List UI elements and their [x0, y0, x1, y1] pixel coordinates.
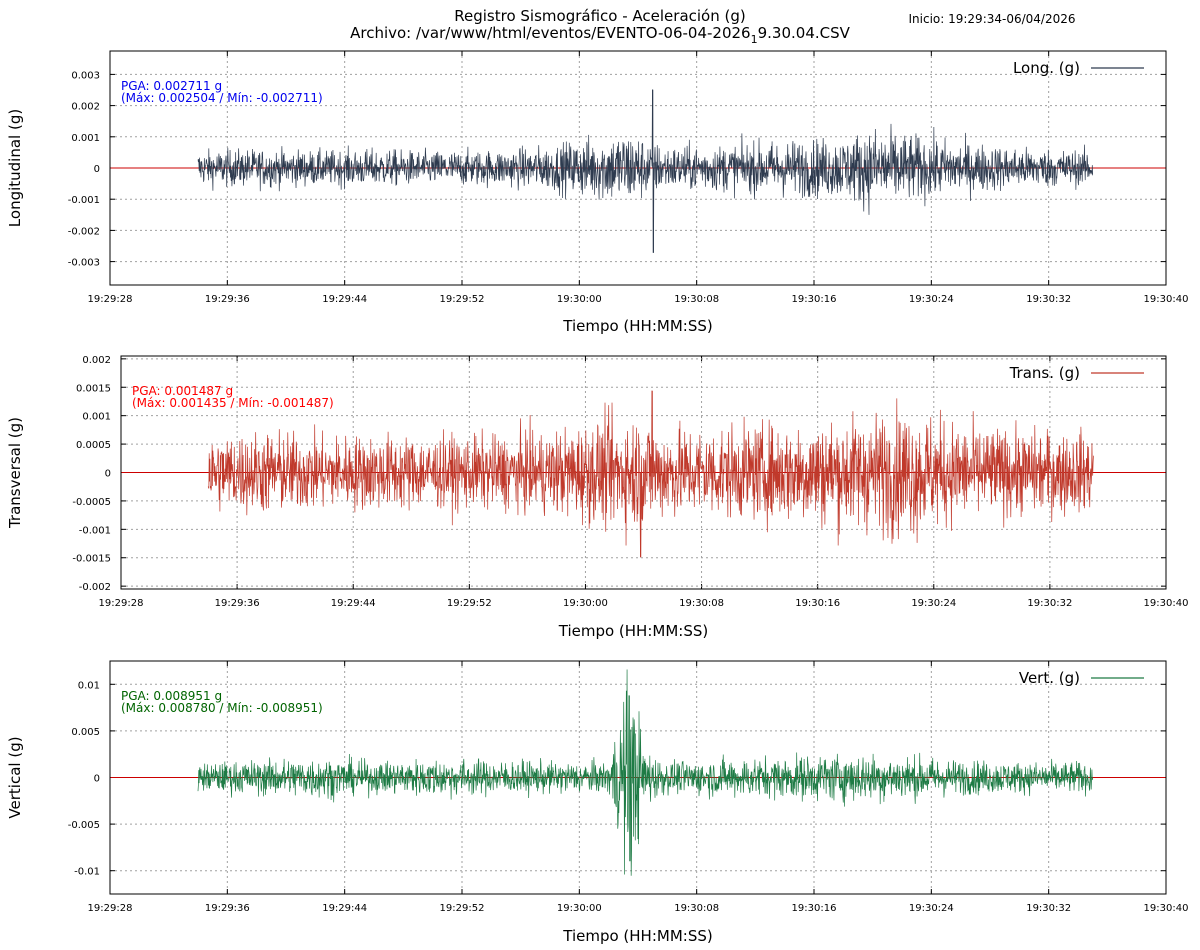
- y-tick-label: 0.002: [82, 355, 111, 366]
- y-tick-label: -0.001: [68, 195, 100, 206]
- x-tick-label: 19:30:08: [674, 294, 719, 305]
- x-tick-label: 19:29:28: [88, 903, 133, 914]
- start-time-label: Inicio: 19:29:34-06/04/2026: [909, 12, 1076, 26]
- y-tick-label: 0: [105, 469, 111, 480]
- y-axis-label: Transversal (g): [6, 417, 24, 529]
- y-tick-label: -0.003: [68, 258, 100, 269]
- file-path-text: Archivo: /var/www/html/eventos/EVENTO-06…: [350, 24, 751, 42]
- file-path-subscript: 1: [751, 33, 758, 46]
- y-tick-label: -0.002: [68, 226, 100, 237]
- x-tick-label: 19:30:16: [792, 903, 837, 914]
- x-tick-label: 19:30:32: [1027, 598, 1072, 609]
- y-tick-label: 0.001: [82, 412, 111, 423]
- chart-panel-3: 19:29:28 19:29:36 19:29:44 19:29:52 19:30:00…: [6, 660, 1189, 945]
- figure-title: Registro Sismográfico - Aceleración (g): [454, 7, 745, 25]
- plot-frame: [120, 355, 1167, 590]
- y-tick-label: 0.002: [71, 102, 100, 113]
- x-tick-label: 19:30:24: [911, 598, 956, 609]
- legend-label: Long. (g): [1013, 59, 1080, 77]
- waveform-series: [197, 89, 1094, 253]
- y-tick-label: 0: [94, 164, 100, 175]
- y-tick-label: 0.01: [78, 680, 100, 691]
- y-tick-label: 0.0005: [76, 440, 111, 451]
- y-tick-label: 0.001: [71, 133, 100, 144]
- y-tick-label: -0.0005: [72, 497, 111, 508]
- x-tick-label: 19:30:00: [563, 598, 608, 609]
- legend-label: Trans. (g): [1009, 364, 1080, 382]
- y-tick-label: 0.003: [71, 70, 100, 81]
- x-tick-label: 19:30:08: [679, 598, 724, 609]
- y-axis-label: Longitudinal (g): [6, 109, 24, 227]
- x-tick-label: 19:30:00: [557, 903, 602, 914]
- y-tick-label: -0.0015: [72, 554, 111, 565]
- x-tick-label: 19:29:52: [440, 903, 485, 914]
- x-tick-label: 19:30:40: [1144, 598, 1189, 609]
- x-tick-label: 19:29:28: [88, 294, 133, 305]
- x-tick-label: 19:29:36: [205, 294, 250, 305]
- x-tick-label: 19:30:40: [1144, 903, 1189, 914]
- x-axis-label: Tiempo (HH:MM:SS): [558, 622, 708, 640]
- pga-annotation: PGA: 0.002711 g: [121, 79, 222, 93]
- legend-label: Vert. (g): [1019, 669, 1080, 687]
- x-tick-label: 19:30:32: [1026, 294, 1071, 305]
- waveform-series: [197, 669, 1094, 876]
- x-tick-label: 19:30:24: [909, 903, 954, 914]
- x-tick-label: 19:29:28: [99, 598, 144, 609]
- x-tick-label: 19:30:32: [1026, 903, 1071, 914]
- plot-frame: [109, 660, 1167, 895]
- x-tick-label: 19:29:52: [440, 294, 485, 305]
- x-tick-label: 19:29:36: [205, 903, 250, 914]
- x-tick-label: 19:29:44: [322, 294, 367, 305]
- pga-annotation: PGA: 0.008951 g: [121, 689, 222, 703]
- peak-range-annotation: (Máx: 0.002504 / Mín: -0.002711): [121, 91, 323, 105]
- plot-frame: [109, 50, 1167, 286]
- x-axis-label: Tiempo (HH:MM:SS): [562, 317, 712, 335]
- x-tick-label: 19:29:36: [215, 598, 260, 609]
- waveform-series: [207, 390, 1094, 558]
- y-tick-label: 0.005: [71, 727, 100, 738]
- y-tick-label: -0.005: [68, 820, 100, 831]
- x-axis-label: Tiempo (HH:MM:SS): [562, 927, 712, 945]
- peak-range-annotation: (Máx: 0.001435 / Mín: -0.001487): [132, 396, 334, 410]
- figure-subtitle: Archivo: /var/www/html/eventos/EVENTO-06…: [350, 24, 851, 46]
- chart-panel-1: 19:29:28 19:29:36 19:29:44 19:29:52 19:30:00…: [6, 50, 1189, 335]
- x-tick-label: 19:30:00: [557, 294, 602, 305]
- x-tick-label: 19:30:08: [674, 903, 719, 914]
- y-tick-label: 0: [94, 774, 100, 785]
- y-tick-label: -0.002: [79, 582, 111, 593]
- y-tick-label: 0.0015: [76, 383, 111, 394]
- y-axis-label: Vertical (g): [6, 736, 24, 818]
- x-tick-label: 19:30:40: [1144, 294, 1189, 305]
- y-tick-label: -0.001: [79, 525, 111, 536]
- x-tick-label: 19:30:16: [795, 598, 840, 609]
- pga-annotation: PGA: 0.001487 g: [132, 384, 233, 398]
- chart-panel-2: 19:29:28 19:29:36 19:29:44 19:29:52 19:30:00…: [6, 355, 1188, 640]
- x-tick-label: 19:29:44: [331, 598, 376, 609]
- peak-range-annotation: (Máx: 0.008780 / Mín: -0.008951): [121, 701, 323, 715]
- file-path-tail: 9.30.04.CSV: [758, 24, 851, 42]
- x-tick-label: 19:29:44: [322, 903, 367, 914]
- x-tick-label: 19:30:16: [792, 294, 837, 305]
- x-tick-label: 19:29:52: [447, 598, 492, 609]
- x-tick-label: 19:30:24: [909, 294, 954, 305]
- y-tick-label: -0.01: [74, 867, 100, 878]
